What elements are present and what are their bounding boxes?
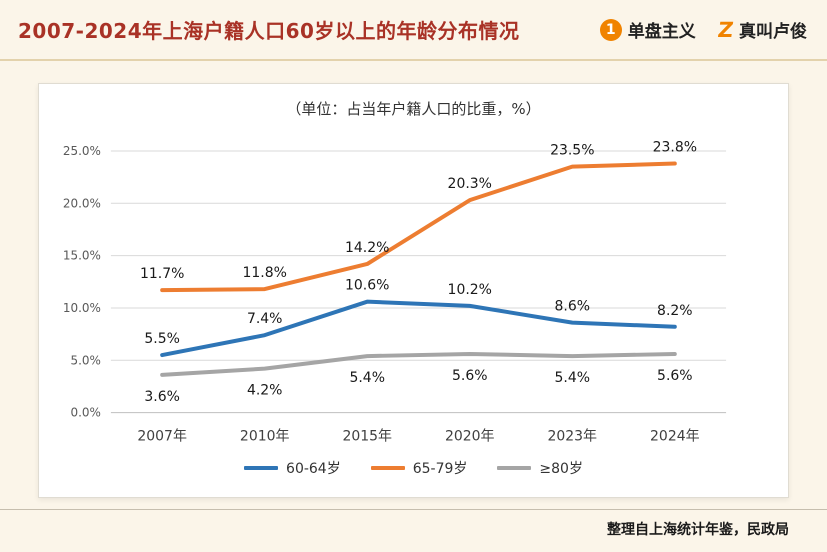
source-note: 整理自上海统计年鉴，民政局 [607,522,789,538]
x-tick-label: 2024年 [650,429,700,445]
data-label: 5.5% [144,331,180,347]
legend-line-swatch [244,465,279,470]
x-tick-label: 2020年 [445,429,495,445]
data-label: 5.6% [452,368,488,384]
logo-zhenjiaolujun: Z 真叫卢俊 [716,17,807,43]
data-label: 8.2% [657,303,693,319]
chart-legend: 60-64岁 65-79岁 ≥80岁 [39,458,788,478]
data-label: 5.4% [555,370,591,386]
x-tick-label: 2023年 [548,429,598,445]
legend-label: 60-64岁 [286,460,341,477]
data-label: 14.2% [345,240,389,256]
x-tick-label: 2007年 [137,429,187,445]
legend-line-swatch [370,465,405,470]
chart-subtitle: （单位：占当年户籍人口的比重，%） [286,100,541,118]
legend-label: 65-79岁 [412,460,468,477]
series-line-0 [160,299,677,358]
series-line-1 [160,161,677,293]
brand-logos: 1 单盘主义 Z 真叫卢俊 [599,17,807,43]
legend-item: 60-64岁 [244,458,341,478]
legend-item: ≥80岁 [497,458,583,478]
legend-item: 65-79岁 [370,458,468,478]
legend-line-swatch [497,465,532,470]
legend-label: ≥80岁 [539,460,583,477]
y-tick-label: 20.0% [63,196,101,210]
data-label: 10.6% [345,278,389,294]
x-tick-label: 2015年 [342,429,392,445]
y-tick-label: 10.0% [63,301,101,315]
y-tick-label: 0.0% [71,406,101,420]
line-chart: 0.0% 5.0% 10.0% 15.0% 20.0% 25.0% 2007年 2010年 20… [63,140,727,445]
data-label: 8.6% [555,299,591,315]
data-label: 5.6% [657,368,693,384]
x-tick-label: 2010年 [240,429,290,445]
y-tick-label: 15.0% [63,249,101,263]
data-label: 20.3% [448,176,492,192]
data-label: 11.8% [243,265,287,281]
logo-zhenjiaolujun-label: 真叫卢俊 [739,22,807,42]
circle-one-icon: 1 [599,18,622,41]
page-title: 2007-2024年上海户籍人口60岁以上的年龄分布情况 [18,19,520,43]
data-label: 23.8% [653,140,697,156]
data-label: 3.6% [144,389,180,405]
data-label: 5.4% [349,370,385,386]
y-tick-label: 5.0% [71,353,101,367]
header: 2007-2024年上海户籍人口60岁以上的年龄分布情况 1 单盘主义 Z 真叫… [0,0,827,61]
footer: 整理自上海统计年鉴，民政局 [0,509,827,539]
series-line-2 [160,352,677,377]
data-label: 23.5% [550,143,594,159]
y-tick-label: 25.0% [63,144,101,158]
logo-danpanzhuyi-label: 单盘主义 [627,22,696,42]
z-icon: Z [716,17,735,42]
data-label: 11.7% [140,266,184,282]
logo-danpanzhuyi: 1 单盘主义 [599,17,696,42]
data-label: 7.4% [247,311,283,327]
data-label: 10.2% [448,282,492,298]
chart-card: （单位：占当年户籍人口的比重，%） 0.0% 5.0% 10.0% 15.0% 20.0… [38,83,789,498]
data-label: 4.2% [247,383,283,399]
